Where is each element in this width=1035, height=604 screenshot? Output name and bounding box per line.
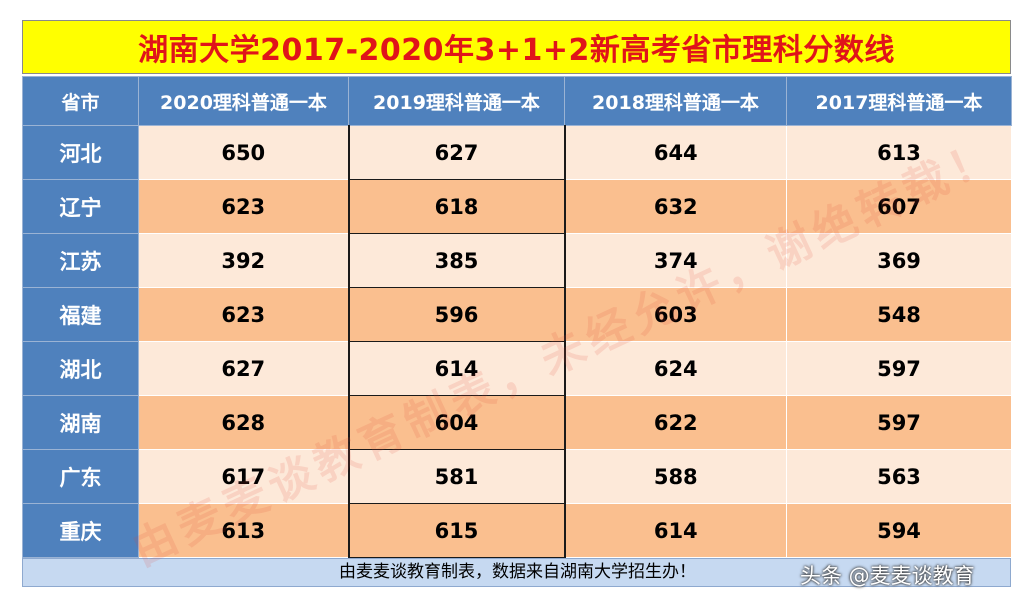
- score-cell: 617: [138, 449, 349, 504]
- header-row: 省市 2020理科普通一本 2019理科普通一本 2018理科普通一本 2017…: [22, 76, 1012, 126]
- score-cell: 627: [347, 125, 566, 180]
- province-cell: 辽宁: [22, 179, 139, 234]
- score-cell: 622: [564, 395, 787, 450]
- table-row: 河北 650 627 644 613: [22, 125, 1012, 180]
- header-2019: 2019理科普通一本: [348, 76, 565, 126]
- score-cell: 627: [138, 341, 349, 396]
- score-cell: 374: [564, 233, 787, 288]
- score-cell: 650: [138, 125, 349, 180]
- score-cell: 628: [138, 395, 349, 450]
- table-row: 湖北 627 614 624 597: [22, 341, 1012, 396]
- score-cell: 607: [786, 179, 1012, 234]
- footer-note: 由麦麦谈教育制表，数据来自湖南大学招生办！: [339, 562, 696, 582]
- score-cell: 597: [786, 341, 1012, 396]
- table-row: 福建 623 596 603 548: [22, 287, 1012, 342]
- province-cell: 广东: [22, 449, 139, 504]
- score-cell: 614: [564, 503, 787, 558]
- score-cell: 623: [138, 179, 349, 234]
- score-cell: 594: [786, 503, 1012, 558]
- score-cell: 548: [786, 287, 1012, 342]
- header-2020: 2020理科普通一本: [138, 76, 349, 126]
- score-cell: 597: [786, 395, 1012, 450]
- table-row: 辽宁 623 618 632 607: [22, 179, 1012, 234]
- score-cell: 623: [138, 287, 349, 342]
- score-cell: 563: [786, 449, 1012, 504]
- footer-note-bar: 由麦麦谈教育制表，数据来自湖南大学招生办！: [22, 558, 1011, 587]
- score-cell: 614: [347, 341, 566, 396]
- score-sheet: 湖南大学2017-2020年3+1+2新高考省市理科分数线 省市 2020理科普…: [22, 20, 1012, 587]
- table-row: 重庆 613 615 614 594: [22, 503, 1012, 558]
- score-cell: 632: [564, 179, 787, 234]
- score-cell: 618: [347, 179, 566, 234]
- score-cell: 624: [564, 341, 787, 396]
- province-cell: 福建: [22, 287, 139, 342]
- score-cell: 369: [786, 233, 1012, 288]
- sheet-title: 湖南大学2017-2020年3+1+2新高考省市理科分数线: [22, 20, 1011, 74]
- table-row: 湖南 628 604 622 597: [22, 395, 1012, 450]
- table-row: 江苏 392 385 374 369: [22, 233, 1012, 288]
- score-cell: 385: [347, 233, 566, 288]
- score-cell: 604: [347, 395, 566, 450]
- score-cell: 603: [564, 287, 787, 342]
- table-row: 广东 617 581 588 563: [22, 449, 1012, 504]
- province-cell: 湖南: [22, 395, 139, 450]
- score-cell: 613: [786, 125, 1012, 180]
- header-2017: 2017理科普通一本: [786, 76, 1012, 126]
- score-cell: 644: [564, 125, 787, 180]
- score-table: 省市 2020理科普通一本 2019理科普通一本 2018理科普通一本 2017…: [22, 76, 1012, 558]
- province-cell: 河北: [22, 125, 139, 180]
- score-cell: 581: [347, 449, 566, 504]
- score-cell: 615: [347, 503, 566, 558]
- score-cell: 392: [138, 233, 349, 288]
- province-cell: 江苏: [22, 233, 139, 288]
- header-province: 省市: [22, 76, 139, 126]
- brand-tag: 头条 @麦麦谈教育: [800, 564, 975, 588]
- header-2018: 2018理科普通一本: [564, 76, 787, 126]
- province-cell: 湖北: [22, 341, 139, 396]
- score-cell: 613: [138, 503, 349, 558]
- score-cell: 588: [564, 449, 787, 504]
- score-cell: 596: [347, 287, 566, 342]
- province-cell: 重庆: [22, 503, 139, 558]
